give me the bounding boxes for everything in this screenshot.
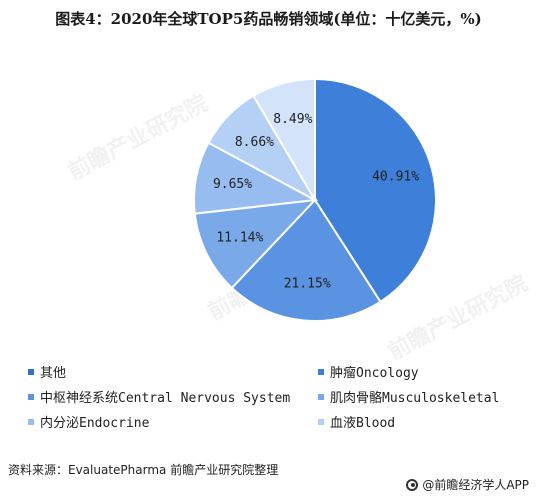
pie-chart: 40.91% 21.15% 11.14% 9.65% 8.66% 8.49% xyxy=(193,77,437,322)
legend-item: 肿瘤Oncology xyxy=(318,362,419,381)
pie-slice-5 xyxy=(252,77,316,204)
slice-label-2: 11.14% xyxy=(216,231,263,246)
slice-label-0: 40.91% xyxy=(372,169,419,184)
slice-label-4: 8.66% xyxy=(235,135,274,150)
legend-item: 中枢神经系统Central Nervous System xyxy=(28,387,290,406)
pie-slice-2 xyxy=(193,198,318,290)
pie-labels: 40.91% 21.15% 11.14% 9.65% 8.66% 8.49% xyxy=(213,112,419,292)
slice-label-3: 9.65% xyxy=(213,177,252,192)
legend-marker-icon xyxy=(28,393,34,400)
legend-marker-icon xyxy=(318,418,324,425)
pie-slice-1 xyxy=(230,198,382,322)
legend-item: 血液Blood xyxy=(318,412,395,431)
legend-label: 其他 xyxy=(40,366,67,381)
pie-slice-3 xyxy=(193,141,319,215)
legend-item: 其他 xyxy=(28,362,66,381)
legend-marker-icon xyxy=(318,368,324,375)
legend-item: 内分泌Endocrine xyxy=(28,412,149,431)
legend-label: 肿瘤Oncology xyxy=(330,366,419,381)
brand-credit: @前瞻经济学人APP xyxy=(406,476,529,493)
legend-label: 内分泌Endocrine xyxy=(40,416,150,431)
legend-label: 中枢神经系统Central Nervous System xyxy=(40,391,291,406)
slice-label-5: 8.49% xyxy=(273,112,312,127)
slice-label-1: 21.15% xyxy=(284,277,331,292)
legend-marker-icon xyxy=(28,368,34,375)
legend-marker-icon xyxy=(318,393,324,400)
legend-label: 肌肉骨骼Musculoskeletal xyxy=(330,391,500,406)
legend-marker-icon xyxy=(28,418,34,425)
chart-title: 图表4：2020年全球TOP5药品畅销领域(单位：十亿美元，%) xyxy=(55,10,482,28)
legend-label: 血液Blood xyxy=(330,416,396,431)
legend-item: 肌肉骨骼Musculoskeletal xyxy=(318,387,499,406)
pie-slices xyxy=(193,77,437,322)
brand-text: @前瞻经济学人APP xyxy=(422,478,529,492)
source-note: 资料来源：EvaluatePharma 前瞻产业研究院整理 xyxy=(8,463,279,477)
brand-logo-icon xyxy=(406,478,419,491)
